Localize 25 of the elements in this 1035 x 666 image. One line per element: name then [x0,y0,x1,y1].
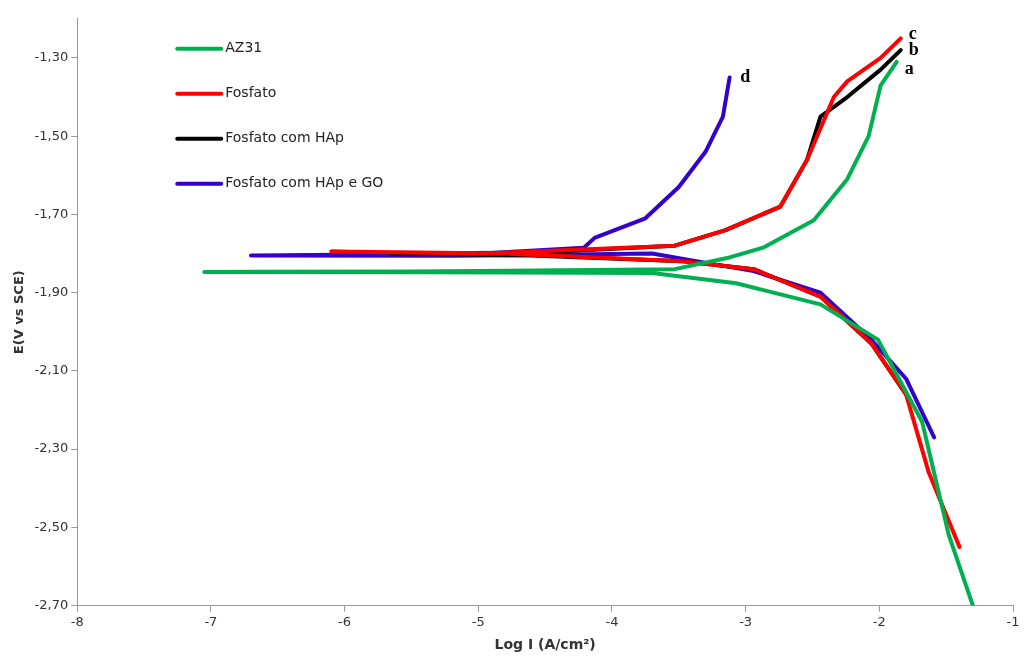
x-axis-title: Log I (A/cm²) [494,636,596,653]
y-tick-label: -2,50 [34,518,69,534]
x-tick-label: -4 [605,613,619,629]
legend-label: Fosfato com HAp e GO [225,174,384,191]
x-tick-label: -3 [739,613,753,629]
y-axis-title: E(V vs SCE) [11,270,27,355]
y-tick-label: -1,30 [34,49,69,65]
x-tick-label: -5 [471,613,485,629]
x-tick-label: -6 [338,613,352,629]
y-tick-label: -1,90 [34,284,69,300]
x-tick-label: -8 [70,613,84,629]
legend-label: Fosfato com HAp [225,129,345,146]
y-tick-label: -1,70 [34,205,69,221]
annotation: b [908,38,919,59]
y-tick-label: -2,70 [34,596,69,612]
annotation: a [904,58,914,79]
y-tick-label: -1,50 [34,127,69,143]
x-tick-label: -2 [872,613,886,629]
x-tick-label: -7 [204,613,218,629]
y-tick-label: -2,30 [34,440,69,456]
y-tick-label: -2,10 [34,362,69,378]
legend-label: Fosfato [225,84,277,101]
annotation: d [740,66,751,87]
legend-label: AZ31 [225,39,263,56]
x-tick-label: -1 [1006,613,1020,629]
